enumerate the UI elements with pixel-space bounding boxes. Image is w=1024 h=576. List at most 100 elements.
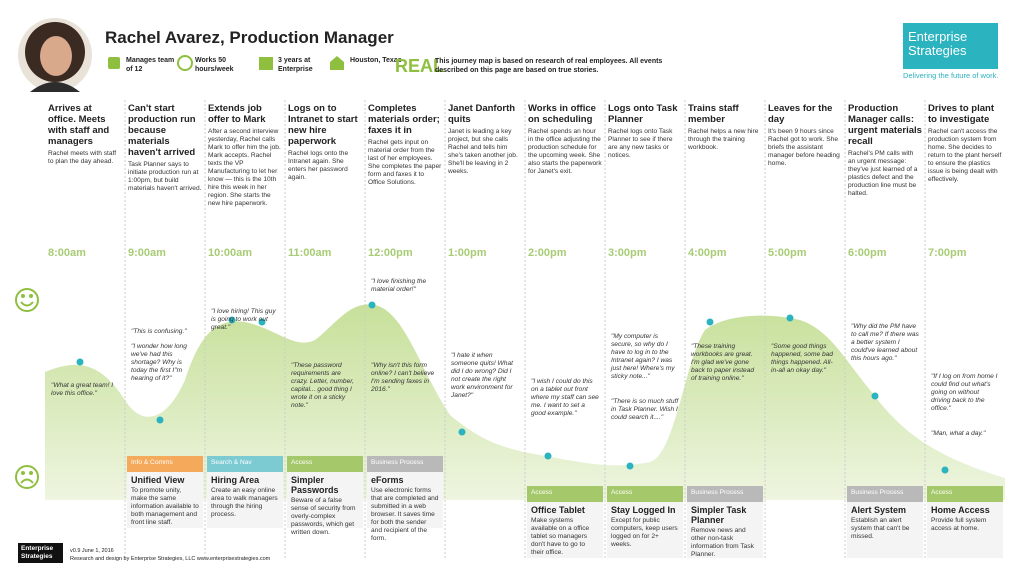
card-title: Unified View — [131, 475, 185, 485]
stat: Works 50 hours/week — [195, 57, 234, 73]
step: Extends job offer to Mark After a second … — [208, 103, 282, 208]
step-text: After a second interview yesterday, Rach… — [208, 128, 281, 207]
time: 10:00am — [208, 247, 253, 259]
quote: "I love finishing the material order!" — [371, 278, 427, 293]
step: Arrives at office. Meets with staff and … — [48, 103, 122, 166]
card-category: Access — [607, 486, 683, 502]
step: Janet Danforth quits Janet is leading a k… — [448, 103, 522, 176]
step-text: Rachel gets input on material order from… — [368, 139, 442, 186]
time: 4:00pm — [688, 247, 727, 259]
step: Drives to plant to investigate Rachel can… — [928, 103, 1002, 184]
card-text: To promote unity, make the same informat… — [131, 487, 199, 526]
quote: "This is confusing." — [131, 328, 187, 335]
time: 11:00am — [288, 247, 332, 259]
logo-box — [903, 23, 998, 69]
stat: 3 years at Enterprise — [278, 57, 313, 73]
card-text: Establish an alert system that can't be … — [851, 517, 910, 540]
step: Leaves for the day It's been 9 hours sinc… — [768, 103, 842, 168]
time: 1:00pm — [448, 247, 487, 259]
step-title: Trains staff member — [688, 103, 739, 125]
step-text: Rachel's PM calls with an urgent message… — [848, 150, 918, 197]
recommendation-card: Access Stay Logged In Except for public co… — [607, 486, 683, 558]
recommendation-card: Access Home Access Provide full system acc… — [927, 486, 1003, 558]
card-text: Beware of a false sense of security from… — [291, 497, 356, 536]
step: Can't start production run because mater… — [128, 103, 202, 193]
quote: "If I log on from home I could find out … — [931, 373, 998, 412]
column-dividers — [124, 100, 926, 560]
step-text: Rachel helps a new hire through the trai… — [688, 128, 759, 151]
card-title: Home Access — [931, 505, 990, 515]
step-title: Janet Danforth quits — [448, 103, 516, 125]
avatar — [18, 18, 92, 92]
happy-face — [15, 288, 39, 312]
version: v0.9 June 1, 2016 — [70, 548, 114, 554]
quote: "There is so much stuff in Task Planner.… — [611, 398, 679, 421]
sad-face — [15, 465, 39, 489]
step: Production Manager calls: urgent materia… — [848, 103, 922, 198]
card-category: Access — [287, 456, 363, 472]
card-category: Access — [527, 486, 603, 502]
card-category: Search & Nav — [207, 456, 283, 472]
step-text: Rachel logs onto Task Planner to see if … — [608, 128, 673, 159]
logo: Enterprise Strategies — [908, 29, 968, 58]
footer-logo: Enterprise Strategies — [21, 545, 54, 560]
recommendation-card: Business Process Alert System Establish an… — [847, 486, 923, 558]
time: 3:00pm — [608, 247, 647, 259]
card-title: Simpler Passwords — [291, 475, 339, 495]
step-text: Rachel logs onto the Intranet again. She… — [288, 150, 349, 181]
step-title: Extends job offer to Mark — [208, 103, 266, 125]
quote: "Why isn't this form online? I can't bel… — [371, 362, 435, 393]
step-title: Drives to plant to investigate — [928, 103, 994, 125]
time: 12:00pm — [368, 247, 413, 259]
recommendation-card: Info & Comms Unified View To promote unity… — [127, 456, 203, 528]
step-title: Can't start production run because mater… — [128, 103, 196, 158]
card-category: Access — [927, 486, 1003, 502]
card-text: Use electronic forms that are completed … — [371, 487, 439, 542]
step-text: Task Planner says to initiate production… — [128, 161, 202, 192]
step-text: Rachel meets with staff to plan the day … — [48, 150, 117, 165]
card-text: Make systems available on a office table… — [531, 517, 590, 556]
card-title: Hiring Area — [211, 475, 260, 485]
stat: Manages team of 12 — [126, 57, 175, 73]
card-text: Provide full system access at home. — [931, 517, 987, 532]
time: 5:00pm — [768, 247, 807, 259]
step-title: Logs on to Intranet to start new hire pa… — [288, 103, 358, 147]
time: 8:00am — [48, 247, 86, 259]
credit: Research and design by Enterprise Strate… — [70, 556, 271, 562]
time: 7:00pm — [928, 247, 967, 259]
recommendation-card: Access Simpler Passwords Beware of a false… — [287, 456, 363, 536]
footer-logo-box — [18, 543, 63, 563]
card-text: Except for public computers, keep users … — [611, 517, 678, 548]
card-title: Alert System — [851, 505, 907, 515]
quote: "Some good things happened, some bad thi… — [771, 343, 833, 374]
card-title: eForms — [371, 475, 404, 485]
quote: "What a great team! I love this office." — [51, 382, 114, 397]
recommendation-card: Access Office Tablet Make systems availabl… — [527, 486, 603, 558]
step-title: Production Manager calls: urgent materia… — [848, 103, 922, 147]
time: 2:00pm — [528, 247, 567, 259]
step-title: Arrives at office. Meets with staff and … — [48, 103, 110, 147]
real-badge: REAL — [395, 56, 444, 76]
card-category: Business Process — [367, 456, 443, 472]
quote: "These training workbooks are great. I'm… — [691, 343, 755, 382]
step: Logs on to Intranet to start new hire pa… — [288, 103, 362, 182]
real-note: This journey map is based on research of… — [435, 58, 663, 74]
step-text: Rachel can't access the production syste… — [928, 128, 1002, 183]
card-title: Simpler Task Planner — [691, 505, 747, 525]
quote: "I wish I could do this on a tablet out … — [531, 378, 599, 417]
step: Completes materials order; faxes it in Ra… — [368, 103, 442, 187]
card-category: Info & Comms — [127, 456, 203, 472]
step-text: Rachel spends an hour in the office adju… — [528, 128, 602, 175]
touchpoints — [76, 301, 949, 474]
quote: "I love hiring! This guy is going to wor… — [211, 308, 276, 331]
card-text: Create an easy online area to walk manag… — [211, 487, 278, 518]
step-title: Leaves for the day — [768, 103, 833, 125]
recommendation-card: Business Process eForms Use electronic for… — [367, 456, 443, 542]
stat: Houston, Texas — [350, 57, 402, 64]
quote: "Man, what a day." — [931, 430, 986, 437]
card-title: Stay Logged In — [611, 505, 676, 515]
card-category: Business Process — [847, 486, 923, 502]
quote: "These password requirements are crazy. … — [291, 362, 354, 409]
